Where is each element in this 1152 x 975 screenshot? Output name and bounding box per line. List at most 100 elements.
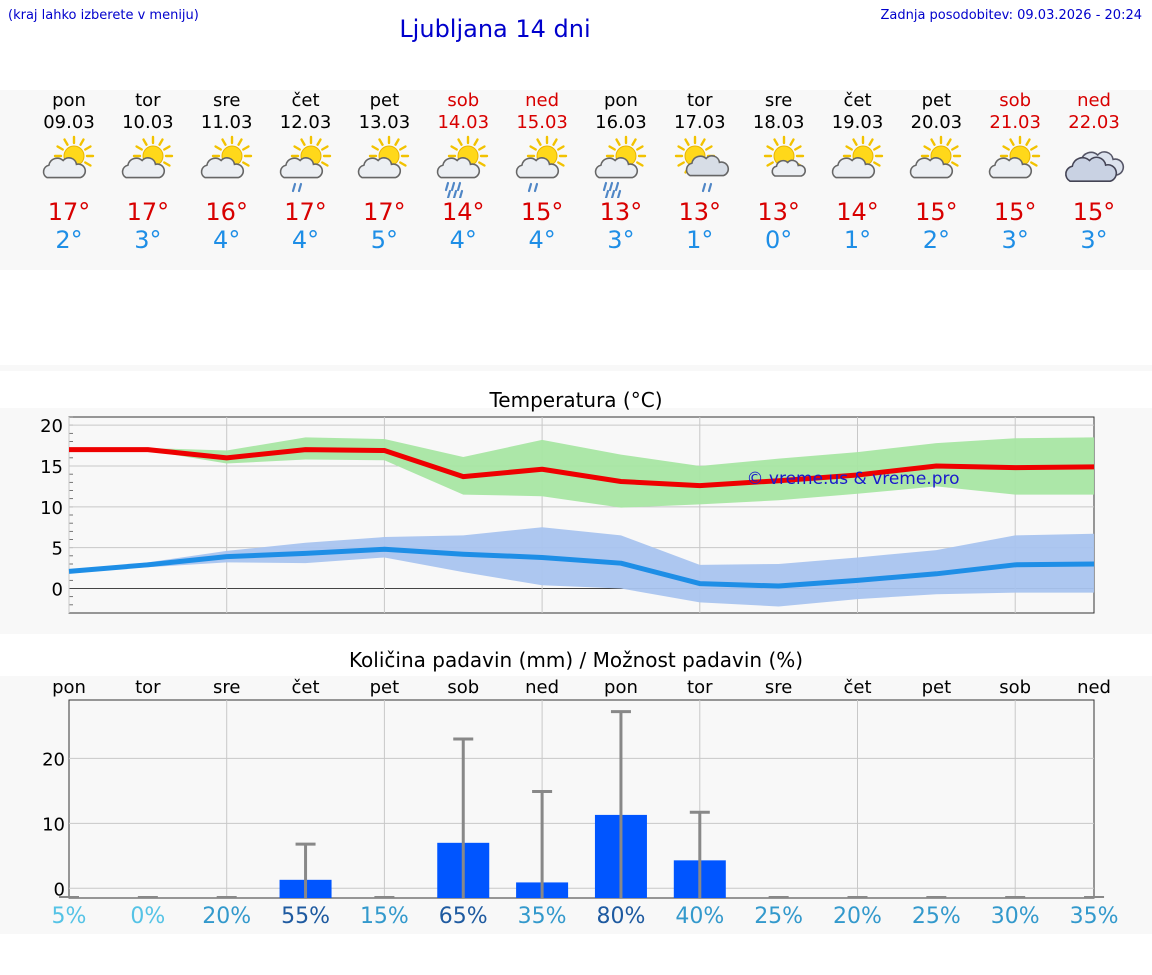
sun-cloud-icon bbox=[109, 134, 187, 198]
max-temperature: 17° bbox=[284, 198, 327, 226]
day-name: sob bbox=[447, 90, 480, 111]
day-name: ned bbox=[1077, 90, 1111, 111]
max-temperature: 15° bbox=[520, 198, 564, 226]
day-date: 12.03 bbox=[279, 112, 332, 133]
category-label: sre bbox=[213, 677, 240, 698]
day-date: 20.03 bbox=[910, 112, 963, 133]
min-temperature: 4° bbox=[449, 226, 477, 254]
cloudy-icon bbox=[1055, 134, 1133, 198]
category-label: čet bbox=[292, 677, 320, 698]
y-tick-label: 20 bbox=[42, 749, 65, 770]
min-temperature: 1° bbox=[843, 226, 872, 254]
last-updated: Zadnja posodobitev: 09.03.2026 - 20:24 bbox=[880, 8, 1142, 23]
max-temperature: 15° bbox=[1072, 198, 1116, 226]
y-tick-label: 15 bbox=[40, 457, 63, 478]
max-temperature: 15° bbox=[915, 198, 958, 226]
min-temperature: 4° bbox=[213, 226, 241, 254]
sun-cloud-icon bbox=[819, 134, 897, 198]
min-temperature: 0° bbox=[765, 226, 793, 254]
plot-area bbox=[68, 699, 1095, 899]
min-temperature: 3° bbox=[134, 226, 162, 254]
precipitation-chart: pon tor sre čet pet sob ned pon tor sre čet pet sob n… bbox=[42, 677, 1111, 900]
precipitation-probability: 30% bbox=[990, 904, 1040, 929]
precipitation-probability: 0% bbox=[130, 904, 166, 929]
max-temperature: 17° bbox=[126, 198, 170, 226]
precipitation-probability: 15% bbox=[359, 904, 409, 929]
min-temperature: 4° bbox=[291, 226, 320, 254]
category-label: sre bbox=[765, 677, 792, 698]
precipitation-probability: 80% bbox=[596, 904, 646, 929]
max-temperature: 14° bbox=[836, 198, 879, 226]
location-hint: (kraj lahko izberete v meniju) bbox=[8, 8, 199, 23]
min-temperature-range bbox=[69, 527, 1095, 607]
day-date: 18.03 bbox=[752, 112, 805, 133]
day-date: 10.03 bbox=[122, 112, 174, 133]
min-temperature: 1° bbox=[686, 226, 714, 254]
page-title: Ljubljana 14 dni bbox=[399, 15, 591, 43]
day-name: pon bbox=[604, 90, 638, 111]
min-temperature: 4° bbox=[528, 226, 556, 254]
max-temperature: 13° bbox=[678, 198, 722, 226]
min-temperature: 2° bbox=[55, 226, 83, 254]
category-label: pon bbox=[52, 677, 86, 698]
day-name: pet bbox=[921, 90, 952, 111]
sun-cloud-icon bbox=[188, 134, 266, 198]
category-label: tor bbox=[135, 677, 161, 698]
day-date: 13.03 bbox=[358, 112, 411, 133]
max-temperature: 14° bbox=[441, 198, 485, 226]
sun-grey-cloud-drizzle-icon bbox=[661, 134, 739, 198]
day-name: sre bbox=[764, 90, 793, 111]
precipitation-probability: 20% bbox=[202, 904, 252, 929]
separator-band bbox=[0, 365, 1152, 371]
max-temperature: 16° bbox=[205, 198, 248, 226]
watermark: © vreme.us & vreme.pro bbox=[746, 469, 959, 489]
precipitation-probability: 5% bbox=[51, 904, 87, 929]
category-label: sob bbox=[447, 677, 479, 698]
precipitation-probability: 40% bbox=[675, 904, 725, 929]
y-tick-label: 10 bbox=[40, 498, 63, 519]
day-name: pet bbox=[369, 90, 400, 111]
max-temperature: 15° bbox=[993, 198, 1037, 226]
day-name: sre bbox=[212, 90, 241, 111]
max-temperature-line bbox=[69, 447, 1095, 489]
sun-cloud-drizzle-icon bbox=[267, 134, 345, 198]
day-date: 21.03 bbox=[989, 112, 1041, 133]
min-temperature: 2° bbox=[922, 226, 950, 254]
y-tick-label: 0 bbox=[52, 580, 63, 601]
temperature-chart-title: Temperatura (°C) bbox=[489, 388, 663, 412]
precipitation-probability: 25% bbox=[911, 904, 961, 929]
min-temperature: 5° bbox=[370, 226, 399, 254]
day-date: 19.03 bbox=[831, 112, 884, 133]
min-temperature: 3° bbox=[607, 226, 635, 254]
max-temperature: 13° bbox=[599, 198, 643, 226]
precipitation-probability: 35% bbox=[517, 904, 567, 929]
sun-cloud-rain-icon bbox=[424, 134, 502, 200]
day-date: 14.03 bbox=[437, 112, 490, 133]
day-date: 22.03 bbox=[1068, 112, 1120, 133]
precipitation-probability: 35% bbox=[1069, 904, 1119, 929]
day-date: 15.03 bbox=[516, 112, 568, 133]
category-label: čet bbox=[843, 677, 871, 698]
sun-small-cloud-icon bbox=[740, 134, 818, 198]
day-name: tor bbox=[135, 90, 161, 111]
day-name: čet bbox=[843, 90, 872, 111]
category-label: pet bbox=[922, 677, 952, 698]
min-temperature: 3° bbox=[1001, 226, 1029, 254]
sun-cloud-icon bbox=[897, 134, 975, 198]
y-tick-label: 20 bbox=[40, 416, 63, 437]
max-temperature-range bbox=[69, 437, 1095, 508]
temperature-chart: 0 5 10 15 20 © vreme.us & vreme.pro bbox=[40, 416, 1095, 614]
day-date: 11.03 bbox=[200, 112, 253, 133]
day-name: sob bbox=[999, 90, 1032, 111]
day-name: ned bbox=[525, 90, 560, 111]
category-label: sob bbox=[999, 677, 1031, 698]
sun-cloud-icon bbox=[976, 134, 1054, 198]
forecast-band bbox=[0, 90, 1152, 270]
day-name: čet bbox=[291, 90, 320, 111]
precipitation-probability: 55% bbox=[281, 904, 330, 929]
y-tick-label: 5 bbox=[52, 539, 63, 560]
min-temperature-line bbox=[68, 546, 1095, 589]
precipitation-probability: 25% bbox=[754, 904, 804, 929]
max-temperature: 17° bbox=[363, 198, 406, 226]
max-temperature: 13° bbox=[757, 198, 800, 226]
